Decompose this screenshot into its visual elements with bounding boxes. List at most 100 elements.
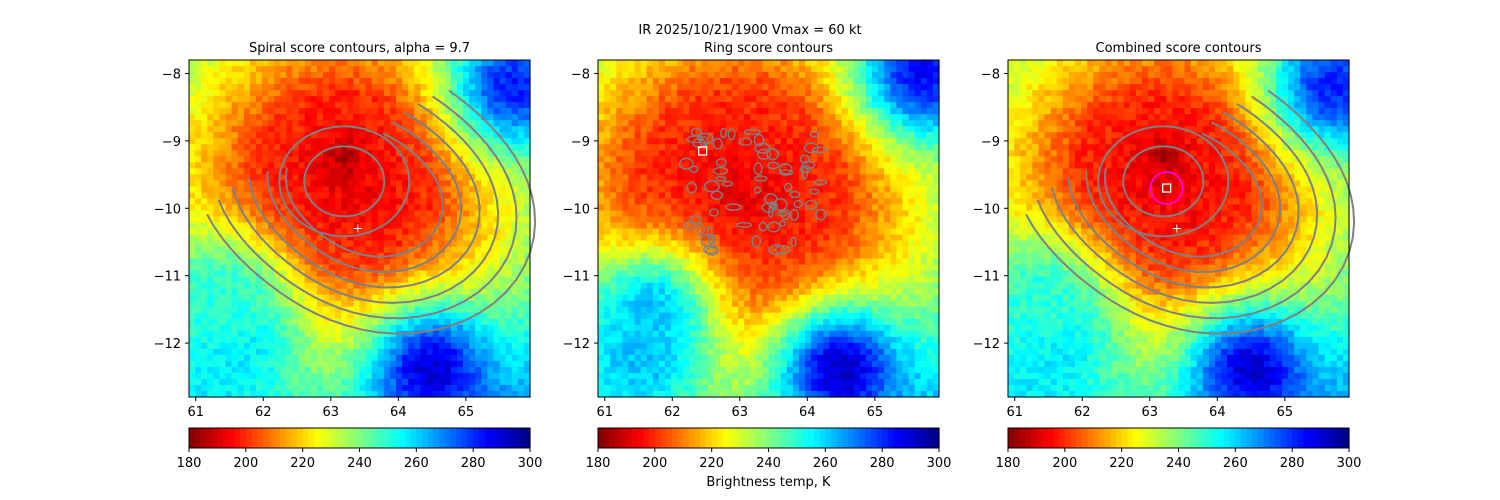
heatmap-cell [195, 348, 202, 356]
heatmap-cell [628, 258, 636, 266]
heatmap-cell [731, 174, 739, 181]
heatmap-cell [622, 312, 630, 320]
heatmap-cell [634, 234, 642, 242]
heatmap-cell [640, 354, 648, 362]
heatmap-cell [658, 120, 666, 127]
heatmap-cell [750, 138, 757, 145]
heatmap-cell [610, 108, 617, 115]
heatmap-cell [695, 246, 703, 254]
heatmap-cell [389, 222, 397, 230]
heatmap-cell [750, 318, 757, 326]
heatmap-cell [622, 270, 630, 278]
heatmap-cell [658, 186, 666, 193]
heatmap-cell [481, 252, 488, 260]
heatmap-cell [725, 204, 733, 212]
heatmap-cell [286, 342, 294, 350]
heatmap-cell [517, 252, 525, 260]
heatmap-cell [286, 288, 294, 296]
heatmap-cell [377, 360, 385, 368]
heatmap-cell [322, 282, 330, 290]
heatmap-cell [255, 108, 263, 115]
heatmap-cell [310, 288, 318, 296]
heatmap-cell [677, 84, 684, 91]
heatmap-cell [701, 234, 709, 242]
heatmap-cell [335, 354, 342, 362]
heatmap-cell [517, 300, 525, 308]
heatmap-cell [463, 210, 470, 218]
heatmap-cell [219, 126, 227, 133]
heatmap-cell [634, 114, 642, 121]
heatmap-cell [780, 384, 788, 392]
heatmap-cell [493, 294, 501, 302]
heatmap-cell [725, 102, 733, 109]
heatmap-cell [762, 102, 770, 109]
heatmap-cell [280, 276, 288, 284]
heatmap-cell [469, 102, 476, 109]
heatmap-cell [689, 240, 697, 248]
heatmap-cell [487, 372, 495, 380]
heatmap-cell [505, 264, 513, 272]
heatmap-cell [499, 102, 507, 109]
heatmap-cell [402, 216, 409, 224]
heatmap-cell [683, 216, 690, 224]
heatmap-cell [604, 312, 611, 320]
heatmap-cell [719, 126, 727, 133]
heatmap-cell [701, 108, 709, 115]
heatmap-cell [744, 66, 751, 73]
heatmap-cell [225, 192, 233, 200]
heatmap-cell [365, 156, 373, 163]
heatmap-cell [292, 312, 300, 320]
heatmap-cell [725, 138, 733, 145]
heatmap-cell [493, 84, 501, 91]
heatmap-cell [213, 282, 221, 290]
heatmap-cell [604, 348, 611, 356]
heatmap-cell [750, 144, 757, 151]
heatmap-cell [719, 96, 727, 103]
heatmap-cell [426, 288, 434, 296]
heatmap-cell [189, 78, 196, 85]
heatmap-cell [677, 348, 684, 356]
heatmap-cell [658, 114, 666, 121]
heatmap-cell [604, 282, 611, 290]
heatmap-cell [598, 180, 605, 187]
heatmap-cell [505, 378, 513, 386]
heatmap-cell [304, 168, 312, 175]
heatmap-cell [646, 372, 654, 380]
heatmap-cell [750, 330, 757, 338]
heatmap-cell [664, 84, 672, 91]
heatmap-cell [268, 186, 275, 193]
heatmap-cell [298, 150, 306, 157]
heatmap-cell [713, 150, 721, 157]
heatmap-cell [499, 186, 507, 193]
heatmap-cell [640, 318, 648, 326]
heatmap-cell [292, 342, 300, 350]
heatmap-cell [316, 324, 324, 332]
axes-frame [188, 59, 531, 398]
heatmap-cell [604, 366, 611, 374]
heatmap-cell [683, 348, 690, 356]
heatmap-cell [341, 264, 348, 272]
heatmap-cell [616, 72, 623, 79]
heatmap-cell [634, 300, 642, 308]
heatmap-cell [652, 354, 660, 362]
heatmap-cell [213, 288, 221, 296]
heatmap-cell [329, 276, 336, 284]
heatmap-cell [365, 198, 373, 206]
colorbar-segment [302, 428, 309, 448]
heatmap-cell [310, 192, 318, 200]
heatmap-cell [731, 120, 739, 127]
colorbar-segment [279, 428, 287, 448]
heatmap-cell [304, 204, 312, 212]
heatmap-cell [481, 144, 488, 151]
heatmap-cell [262, 222, 269, 230]
heatmap-cell [689, 378, 697, 386]
heatmap-cell [719, 252, 727, 260]
heatmap-cell [219, 66, 227, 73]
heatmap-cell [523, 354, 531, 362]
heatmap-cell [511, 348, 519, 356]
heatmap-cell [249, 366, 257, 374]
heatmap-cell [213, 78, 221, 85]
heatmap-cell [719, 348, 727, 356]
heatmap-cell [365, 234, 373, 242]
heatmap-cell [438, 336, 446, 344]
